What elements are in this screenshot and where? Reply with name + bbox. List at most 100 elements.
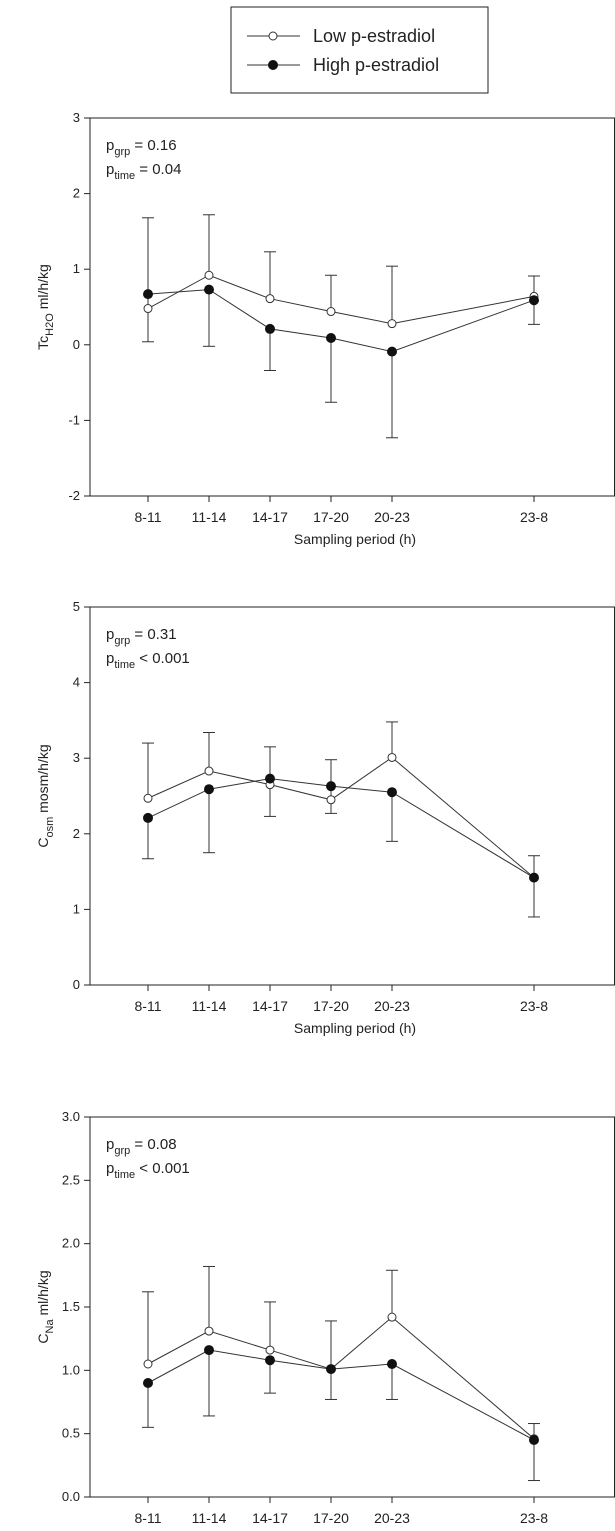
- y-tick-label: 2: [73, 826, 80, 841]
- y-axis-title-sub: Na: [44, 1319, 56, 1334]
- data-point-high: [326, 1364, 336, 1375]
- data-point-low: [326, 795, 336, 805]
- stat-annotation-1: pgrp = 0.31: [106, 626, 177, 647]
- stat-annotation-1-sub: grp: [114, 1145, 130, 1157]
- data-point-high: [143, 1378, 153, 1388]
- x-tick-label: 11-14: [192, 509, 227, 525]
- data-point-high: [326, 781, 336, 792]
- y-axis-title: CNa ml/h/kg: [35, 1270, 56, 1343]
- legend-box: [230, 6, 489, 94]
- chart-panel-3: 0.0 0.5 1.0 1.5 2.0 2.5 3.0 8-11 11-14 14-17 17-20…: [35, 1109, 615, 1526]
- y-axis-title-base: C: [35, 1333, 51, 1343]
- x-tick-label: 8-11: [135, 509, 162, 525]
- stat-annotation-1: pgrp = 0.08: [106, 1136, 177, 1157]
- x-tick-label: 20-23: [374, 1510, 410, 1526]
- stat-annotation-2: ptime < 0.001: [106, 1160, 190, 1181]
- data-point-high: [265, 323, 275, 334]
- x-tick-label: 23-8: [520, 1510, 548, 1526]
- y-tick-label: 0.0: [62, 1489, 80, 1504]
- y-tick-label: 1.0: [62, 1362, 80, 1377]
- x-tick-label: 11-14: [192, 1510, 227, 1526]
- stat-annotation-1-base: p: [106, 137, 114, 154]
- y-axis-title-base: C: [35, 838, 51, 848]
- y-tick-label: 2.0: [62, 1236, 80, 1251]
- stat-annotation-1-sub: grp: [114, 635, 130, 647]
- stat-annotation-2-sub: time: [114, 1169, 135, 1181]
- x-tick-label: 14-17: [252, 1510, 288, 1526]
- x-axis-title: Sampling period (h): [294, 531, 416, 547]
- data-point-low: [204, 1326, 214, 1336]
- y-axis-title: Cosm mosm/h/kg: [35, 744, 56, 847]
- data-point-low: [387, 319, 397, 329]
- series-line-low: [147, 274, 535, 325]
- stat-annotation-1-base: p: [106, 1136, 114, 1153]
- stat-annotation-1-rest: = 0.08: [130, 1136, 176, 1153]
- legend: Low p-estradiol High p-estradiol: [230, 6, 489, 94]
- y-tick-label: 2.5: [62, 1172, 80, 1187]
- data-point-high: [143, 812, 153, 823]
- stat-annotation-1-rest: = 0.16: [130, 137, 176, 154]
- x-tick-label: 17-20: [313, 1510, 349, 1526]
- data-point-high: [387, 346, 397, 357]
- data-point-low: [265, 1345, 275, 1355]
- series-line-high: [147, 778, 535, 879]
- x-tick-label: 17-20: [313, 509, 349, 525]
- data-point-low: [204, 766, 214, 776]
- series-line-low: [147, 1316, 535, 1440]
- y-tick-label: 3: [73, 750, 80, 765]
- y-tick-label: -1: [68, 412, 80, 427]
- x-tick-label: 11-14: [192, 998, 227, 1014]
- y-axis-title-sub: H2O: [44, 313, 56, 336]
- data-point-low: [387, 752, 397, 762]
- y-tick-label: 1: [73, 901, 80, 916]
- y-tick-label: 4: [73, 675, 80, 690]
- stat-annotation-2-rest: = 0.04: [135, 161, 181, 178]
- data-point-high: [387, 787, 397, 798]
- data-point-low: [143, 793, 153, 803]
- y-axis-title-sub: osm: [44, 817, 56, 838]
- x-tick-label: 14-17: [252, 998, 288, 1014]
- series-line-low: [147, 756, 535, 879]
- series-line-high: [147, 1349, 535, 1441]
- x-tick-label: 20-23: [374, 998, 410, 1014]
- stat-annotation-1-rest: = 0.31: [130, 626, 176, 643]
- data-point-high: [204, 784, 214, 795]
- series-line-high: [147, 289, 535, 353]
- x-tick-label: 17-20: [313, 998, 349, 1014]
- stat-annotation-1-base: p: [106, 626, 114, 643]
- data-point-high: [529, 872, 539, 883]
- data-point-low: [265, 294, 275, 304]
- data-point-high: [265, 1355, 275, 1366]
- x-axis-title: Sampling period (h): [294, 1020, 416, 1036]
- stat-annotation-2: ptime < 0.001: [106, 650, 190, 671]
- y-axis-title-base: Tc: [35, 336, 51, 350]
- legend-marker-high: [268, 60, 278, 70]
- x-tick-label: 23-8: [520, 998, 548, 1014]
- y-tick-label: 5: [73, 599, 80, 614]
- y-axis-title: TcH2O ml/h/kg: [35, 264, 56, 350]
- y-axis-title-rest: mosm/h/kg: [35, 744, 51, 816]
- y-tick-label: 3.0: [62, 1109, 80, 1124]
- stat-annotation-1-sub: grp: [114, 146, 130, 158]
- y-tick-label: 0.5: [62, 1426, 80, 1441]
- data-point-low: [326, 307, 336, 317]
- stat-annotation-1: pgrp = 0.16: [106, 137, 177, 158]
- stat-annotation-2-base: p: [106, 1160, 114, 1177]
- data-point-low: [143, 304, 153, 314]
- data-point-low: [387, 1312, 397, 1322]
- stat-annotation-2-base: p: [106, 161, 114, 178]
- stat-annotation-2-sub: time: [114, 170, 135, 182]
- data-point-high: [204, 1345, 214, 1356]
- stat-annotation-2-base: p: [106, 650, 114, 667]
- data-point-low: [204, 270, 214, 280]
- stat-annotation-2: ptime = 0.04: [106, 161, 181, 182]
- y-axis-title-rest: ml/h/kg: [35, 1270, 51, 1319]
- y-tick-label: -2: [68, 488, 80, 503]
- y-axis-title-rest: ml/h/kg: [35, 264, 51, 313]
- data-point-high: [326, 332, 336, 343]
- data-point-high: [529, 295, 539, 306]
- legend-label-high: High p-estradiol: [313, 55, 439, 75]
- x-tick-label: 23-8: [520, 509, 548, 525]
- chart-panel-2: 0 1 2 3 4 5 8-11 11-14 14-17 17-20 20-23 23-8 Sampli…: [35, 599, 615, 1036]
- y-tick-label: 1: [73, 261, 80, 276]
